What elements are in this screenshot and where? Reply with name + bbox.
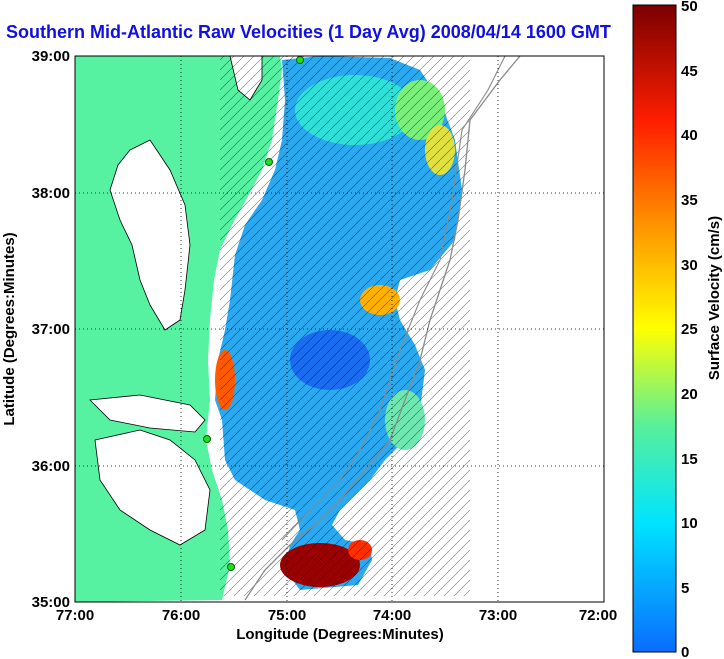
colorbar-tick-label: 35 [681,192,698,209]
shelf-contour [244,56,521,601]
x-tick-label: 76:00 [162,607,200,624]
hf-radar-sites [203,56,304,571]
y-axis-label: Latitude (Degrees:Minutes) [1,232,18,425]
x-axis: 77:00 76:00 75:00 74:00 73:00 72:00 Long… [56,607,617,643]
chesapeake-bay [109,139,191,331]
colorbar-tick-label: 50 [681,0,698,15]
grid [75,56,604,602]
colorbar-tick-label: 20 [681,386,698,403]
colorbar-tick-label: 25 [681,321,698,338]
colorbar-label: Surface Velocity (cm/s) [706,216,723,380]
site-marker [203,435,211,443]
colorbar-tick-label: 40 [681,127,698,144]
colorbar-tick-label: 5 [681,580,689,597]
colorbar-tick-label: 10 [681,515,698,532]
x-tick-label: 75:00 [268,607,306,624]
y-tick-label: 38:00 [32,185,70,202]
x-tick-label: 77:00 [56,607,94,624]
colorbar-tick-label: 30 [681,257,698,274]
y-axis: 39:00 38:00 37:00 36:00 35:00 Latitude (… [1,48,70,611]
colorbar-scale [632,4,677,653]
colorbar: 50 45 40 35 30 25 20 15 10 5 0 Surface V… [632,0,723,659]
y-tick-label: 35:00 [32,594,70,611]
x-tick-label: 74:00 [373,607,411,624]
velocity-arrows [220,56,470,596]
y-tick-label: 36:00 [32,458,70,475]
site-marker [227,563,235,571]
colorbar-tick-label: 45 [681,63,698,80]
y-tick-label: 39:00 [32,48,70,65]
site-marker [265,158,273,166]
x-tick-label: 72:00 [579,607,617,624]
y-tick-label: 37:00 [32,321,70,338]
plot-frame [74,55,605,603]
colorbar-tick-label: 15 [681,451,698,468]
shelf-contour-2 [281,56,506,541]
x-tick-label: 73:00 [479,607,517,624]
colorbar-tick-label: 0 [681,644,689,659]
x-axis-label: Longitude (Degrees:Minutes) [236,626,444,643]
albemarle-sound [89,394,206,433]
site-marker [296,56,304,64]
page-title: Southern Mid-Atlantic Raw Velocities (1 … [6,22,611,42]
